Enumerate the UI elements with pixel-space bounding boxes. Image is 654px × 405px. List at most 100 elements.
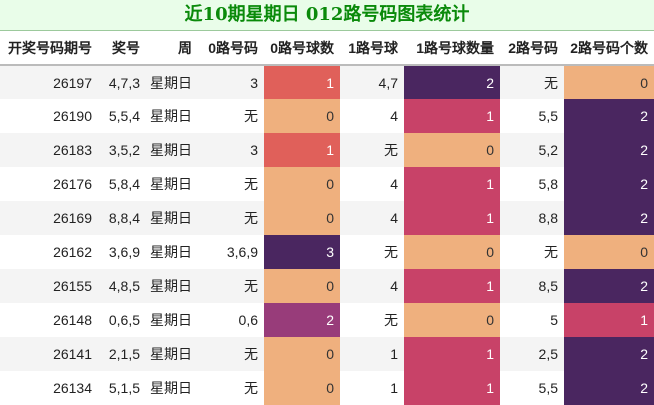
cell-r1-count: 0	[404, 235, 500, 269]
cell-r1: 1	[340, 371, 404, 405]
cell-r1: 4,7	[340, 65, 404, 99]
col-header-r1-count: 1路号球数量	[404, 31, 500, 66]
cell-r0-count: 3	[264, 235, 340, 269]
stats-table: 开奖号码期号 奖号 周 0路号码 0路号球数 1路号球 1路号球数量 2路号码 …	[0, 31, 654, 405]
cell-r1: 无	[340, 235, 404, 269]
cell-r0-count: 0	[264, 337, 340, 371]
cell-nums: 3,5,2	[98, 133, 146, 167]
cell-r0: 3	[198, 133, 264, 167]
cell-r2: 无	[500, 235, 564, 269]
cell-weekday: 星期日	[146, 65, 198, 99]
cell-r1: 1	[340, 337, 404, 371]
cell-r1-count: 1	[404, 167, 500, 201]
header-row: 开奖号码期号 奖号 周 0路号码 0路号球数 1路号球 1路号球数量 2路号码 …	[0, 31, 654, 66]
cell-r0-count: 0	[264, 99, 340, 133]
cell-weekday: 星期日	[146, 303, 198, 337]
cell-issue: 26155	[0, 269, 98, 303]
cell-weekday: 星期日	[146, 99, 198, 133]
cell-r2-count: 2	[564, 371, 654, 405]
cell-nums: 4,8,5	[98, 269, 146, 303]
cell-r1: 无	[340, 303, 404, 337]
col-header-r0: 0路号码	[198, 31, 264, 66]
col-header-weekday: 周	[146, 31, 198, 66]
cell-weekday: 星期日	[146, 371, 198, 405]
cell-r0: 无	[198, 337, 264, 371]
cell-r2-count: 2	[564, 337, 654, 371]
cell-r0: 无	[198, 201, 264, 235]
cell-r1-count: 0	[404, 133, 500, 167]
table-row: 26190 5,5,4 星期日无 0 4 1 5,5 2	[0, 99, 654, 133]
table-row: 26134 5,1,5 星期日无 0 1 1 5,5 2	[0, 371, 654, 405]
table-row: 26176 5,8,4 星期日无 0 4 1 5,8 2	[0, 167, 654, 201]
cell-nums: 5,1,5	[98, 371, 146, 405]
table-row: 26162 3,6,9 星期日 3,6,9 3 无 0 无 0	[0, 235, 654, 269]
cell-r0: 3	[198, 65, 264, 99]
cell-r1-count: 1	[404, 201, 500, 235]
cell-nums: 5,5,4	[98, 99, 146, 133]
cell-r2: 8,8	[500, 201, 564, 235]
cell-r1: 4	[340, 99, 404, 133]
cell-r0-count: 0	[264, 269, 340, 303]
cell-r1: 4	[340, 201, 404, 235]
cell-r0: 无	[198, 269, 264, 303]
cell-r2-count: 1	[564, 303, 654, 337]
cell-nums: 5,8,4	[98, 167, 146, 201]
col-header-r1: 1路号球	[340, 31, 404, 66]
cell-r2: 2,5	[500, 337, 564, 371]
cell-r0: 3,6,9	[198, 235, 264, 269]
cell-nums: 2,1,5	[98, 337, 146, 371]
cell-r0: 无	[198, 371, 264, 405]
cell-issue: 26148	[0, 303, 98, 337]
table-row: 26155 4,8,5 星期日无 0 4 1 8,5 2	[0, 269, 654, 303]
table-row: 26183 3,5,2 星期日 3 1 无 0 5,2 2	[0, 133, 654, 167]
cell-r2-count: 2	[564, 99, 654, 133]
col-header-issue: 开奖号码期号	[0, 31, 98, 66]
cell-r2-count: 2	[564, 167, 654, 201]
cell-r0: 无	[198, 99, 264, 133]
cell-issue: 26197	[0, 65, 98, 99]
col-header-nums: 奖号	[98, 31, 146, 66]
cell-r1-count: 1	[404, 269, 500, 303]
page-title: 近10期星期日 012路号码图表统计	[0, 0, 654, 31]
cell-r1: 4	[340, 269, 404, 303]
table-row: 26197 4,7,3 星期日 3 1 4,7 2 无 0	[0, 65, 654, 99]
cell-r2: 5,5	[500, 371, 564, 405]
cell-r2: 5	[500, 303, 564, 337]
cell-nums: 3,6,9	[98, 235, 146, 269]
cell-nums: 0,6,5	[98, 303, 146, 337]
col-header-r0-count: 0路号球数	[264, 31, 340, 66]
cell-issue: 26141	[0, 337, 98, 371]
cell-r2-count: 0	[564, 65, 654, 99]
cell-r2: 5,5	[500, 99, 564, 133]
cell-issue: 26162	[0, 235, 98, 269]
cell-issue: 26190	[0, 99, 98, 133]
cell-r1-count: 1	[404, 371, 500, 405]
cell-issue: 26169	[0, 201, 98, 235]
cell-r2-count: 2	[564, 133, 654, 167]
cell-r0: 0,6	[198, 303, 264, 337]
cell-r2: 8,5	[500, 269, 564, 303]
col-header-r2-count: 2路号码个数	[564, 31, 654, 66]
cell-issue: 26183	[0, 133, 98, 167]
cell-r2: 5,2	[500, 133, 564, 167]
cell-issue: 26134	[0, 371, 98, 405]
cell-weekday: 星期日	[146, 235, 198, 269]
cell-r0-count: 0	[264, 371, 340, 405]
cell-weekday: 星期日	[146, 337, 198, 371]
cell-r2-count: 2	[564, 201, 654, 235]
cell-r1-count: 0	[404, 303, 500, 337]
cell-r2-count: 2	[564, 269, 654, 303]
cell-issue: 26176	[0, 167, 98, 201]
table-row: 26169 8,8,4 星期日无 0 4 1 8,8 2	[0, 201, 654, 235]
cell-r0: 无	[198, 167, 264, 201]
col-header-r2: 2路号码	[500, 31, 564, 66]
cell-r0-count: 2	[264, 303, 340, 337]
cell-r1-count: 1	[404, 337, 500, 371]
cell-weekday: 星期日	[146, 133, 198, 167]
cell-r2: 无	[500, 65, 564, 99]
cell-weekday: 星期日	[146, 167, 198, 201]
cell-r1-count: 2	[404, 65, 500, 99]
table-row: 26141 2,1,5 星期日无 0 1 1 2,5 2	[0, 337, 654, 371]
cell-r1-count: 1	[404, 99, 500, 133]
cell-r1: 无	[340, 133, 404, 167]
